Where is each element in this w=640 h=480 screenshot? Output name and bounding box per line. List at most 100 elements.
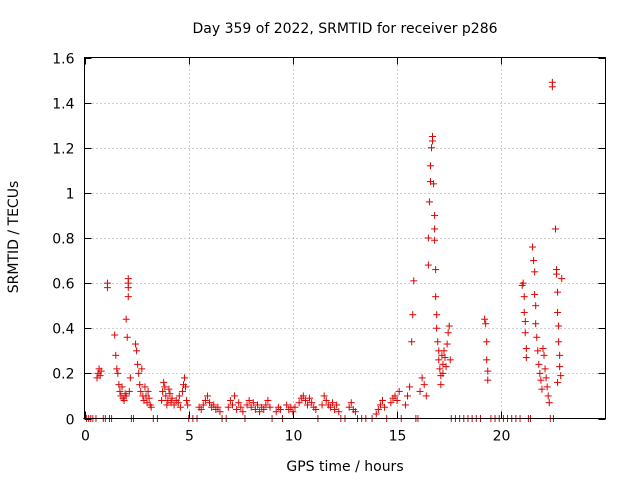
data-point bbox=[530, 257, 538, 265]
data-point bbox=[404, 392, 412, 400]
data-point bbox=[409, 311, 417, 319]
data-point bbox=[519, 279, 527, 287]
data-point bbox=[333, 401, 341, 409]
data-point bbox=[431, 211, 439, 219]
data-point bbox=[347, 399, 355, 407]
data-point bbox=[303, 401, 311, 409]
data-point bbox=[418, 374, 426, 382]
data-point bbox=[345, 403, 353, 411]
data-point bbox=[245, 396, 253, 404]
data-point bbox=[543, 383, 551, 391]
x-axis-label: GPS time / hours bbox=[286, 459, 403, 475]
data-point bbox=[235, 399, 243, 407]
data-point bbox=[529, 243, 537, 251]
data-point bbox=[406, 383, 414, 391]
data-point bbox=[434, 338, 442, 346]
data-point bbox=[144, 387, 152, 395]
data-point bbox=[444, 329, 452, 337]
data-point bbox=[112, 351, 120, 359]
data-point bbox=[184, 401, 192, 409]
data-point bbox=[125, 387, 133, 395]
x-tick-label: 15 bbox=[389, 429, 407, 445]
data-point bbox=[446, 356, 454, 364]
data-point bbox=[306, 394, 314, 402]
data-point bbox=[522, 345, 530, 353]
data-point bbox=[262, 401, 270, 409]
data-point bbox=[163, 401, 171, 409]
data-point bbox=[542, 374, 550, 382]
data-point bbox=[484, 367, 492, 375]
data-point bbox=[145, 394, 153, 402]
data-point bbox=[554, 288, 562, 296]
data-point bbox=[147, 403, 155, 411]
y-tick-label: 1.4 bbox=[52, 97, 74, 113]
data-point bbox=[430, 180, 438, 188]
data-point bbox=[170, 401, 178, 409]
data-point bbox=[320, 392, 328, 400]
data-point bbox=[431, 236, 439, 244]
data-point bbox=[203, 392, 211, 400]
data-point bbox=[289, 408, 297, 416]
data-point bbox=[291, 403, 299, 411]
x-tick-label: 20 bbox=[493, 429, 511, 445]
data-point bbox=[441, 354, 449, 362]
data-point bbox=[199, 401, 207, 409]
axis-ticks: 0 5 10 15 20 0 0.2 0.4 0.6 0.8 1 1.2 1.4 1.6 bbox=[52, 52, 606, 445]
data-point bbox=[299, 392, 307, 400]
data-point bbox=[166, 390, 174, 398]
data-point bbox=[443, 340, 451, 348]
data-point bbox=[381, 403, 389, 411]
data-point bbox=[335, 408, 343, 416]
data-point bbox=[482, 320, 490, 328]
y-tick-label: 0.6 bbox=[52, 277, 74, 293]
data-point bbox=[538, 385, 546, 393]
data-point bbox=[249, 399, 257, 407]
data-point bbox=[372, 410, 380, 418]
y-axis-label: SRMTID / TECUs bbox=[6, 181, 22, 294]
data-point bbox=[424, 261, 432, 269]
data-point bbox=[376, 401, 384, 409]
data-point bbox=[531, 268, 539, 276]
data-point bbox=[111, 331, 119, 339]
data-point bbox=[283, 401, 291, 409]
data-point bbox=[445, 322, 453, 330]
data-point bbox=[160, 378, 168, 386]
data-point bbox=[432, 266, 440, 274]
plot-frame bbox=[84, 57, 606, 419]
data-point bbox=[539, 345, 547, 353]
data-point bbox=[440, 347, 448, 355]
data-point bbox=[521, 329, 529, 337]
data-point bbox=[557, 372, 565, 380]
data-point bbox=[425, 198, 433, 206]
data-point bbox=[433, 311, 441, 319]
data-point bbox=[158, 396, 166, 404]
data-point bbox=[535, 360, 543, 368]
data-point bbox=[182, 383, 190, 391]
data-point bbox=[548, 78, 556, 86]
data-point bbox=[541, 365, 549, 373]
data-point bbox=[556, 351, 564, 359]
data-point bbox=[483, 338, 491, 346]
data-point bbox=[161, 383, 169, 391]
y-tick-label: 1 bbox=[66, 187, 75, 203]
data-point bbox=[483, 356, 491, 364]
data-point bbox=[393, 396, 401, 404]
data-point bbox=[424, 234, 432, 242]
data-point bbox=[93, 374, 101, 382]
data-point bbox=[165, 385, 173, 393]
data-series bbox=[83, 78, 566, 422]
data-point bbox=[237, 403, 245, 411]
data-point bbox=[126, 374, 134, 382]
data-point bbox=[181, 374, 189, 382]
data-point bbox=[276, 405, 284, 413]
data-point bbox=[201, 396, 209, 404]
data-point bbox=[351, 408, 359, 416]
data-point bbox=[132, 340, 140, 348]
data-point bbox=[416, 387, 424, 395]
data-point bbox=[113, 365, 121, 373]
x-tick-label: 5 bbox=[185, 429, 194, 445]
y-tick-label: 0.2 bbox=[52, 367, 74, 383]
data-point bbox=[247, 403, 255, 411]
data-point bbox=[123, 333, 131, 341]
